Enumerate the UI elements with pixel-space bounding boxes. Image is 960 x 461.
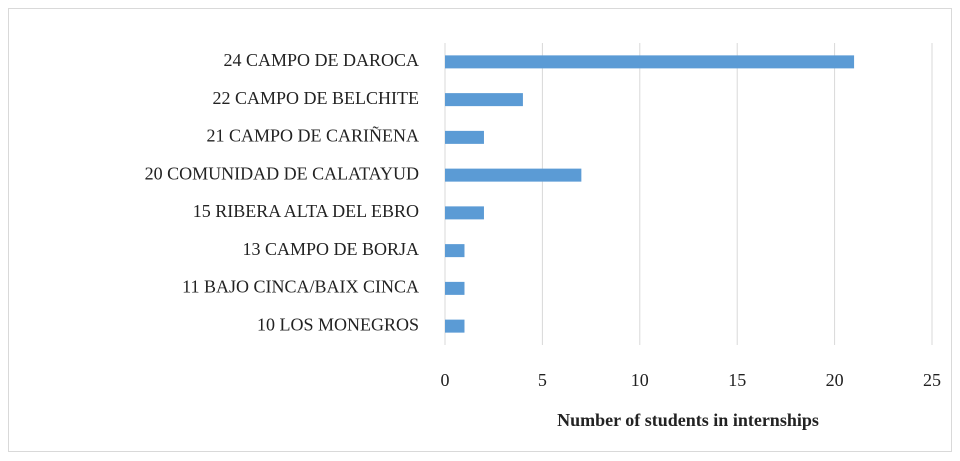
- x-tick-label: 25: [923, 370, 941, 390]
- bar: [445, 244, 465, 258]
- y-tick-label: 11 BAJO CINCA/BAIX CINCA: [182, 277, 419, 297]
- y-tick-label: 15 RIBERA ALTA DEL EBRO: [193, 201, 419, 221]
- y-tick-label: 13 CAMPO DE BORJA: [242, 239, 419, 259]
- x-tick-label: 5: [538, 370, 547, 390]
- bar: [445, 55, 855, 69]
- y-tick-label: 20 COMUNIDAD DE CALATAYUD: [145, 163, 419, 183]
- bar: [445, 319, 465, 333]
- bar: [445, 130, 484, 144]
- bar: [445, 281, 465, 295]
- y-tick-label: 24 CAMPO DE DAROCA: [223, 50, 419, 70]
- x-tick-label: 20: [826, 370, 844, 390]
- x-tick-label: 15: [728, 370, 746, 390]
- bar: [445, 206, 484, 220]
- y-tick-label: 21 CAMPO DE CARIÑENA: [206, 125, 419, 146]
- bar: [445, 93, 523, 107]
- y-tick-label: 22 CAMPO DE BELCHITE: [213, 88, 420, 108]
- y-tick-label: 10 LOS MONEGROS: [257, 314, 419, 334]
- chart-border: [8, 8, 952, 452]
- x-axis-title: Number of students in internships: [557, 410, 819, 430]
- bar: [445, 168, 582, 182]
- x-tick-label: 10: [631, 370, 649, 390]
- x-tick-label: 0: [441, 370, 450, 390]
